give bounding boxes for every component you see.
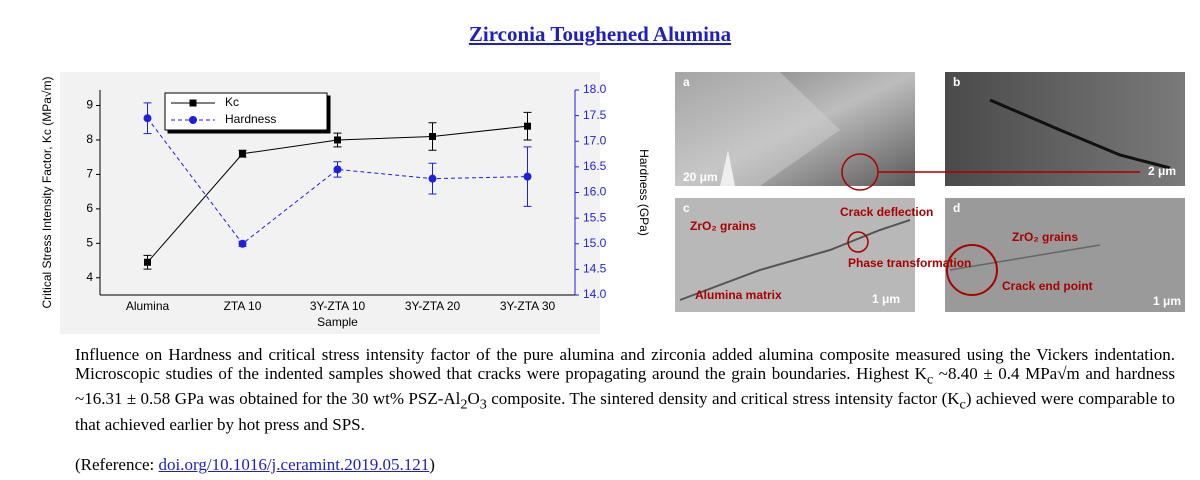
figure: a b c d 20 μm 2 μm 1 μm 1 μm ZrO₂ grains… — [40, 72, 1185, 334]
annotation: Crack deflection — [840, 205, 933, 219]
legend-label: Hardness — [225, 112, 276, 126]
text: c — [959, 396, 966, 413]
y2-tick-label: 17.0 — [583, 133, 607, 147]
panel-label: b — [953, 75, 960, 89]
scale-label: 2 μm — [1148, 164, 1176, 178]
indent — [675, 72, 840, 186]
panel-d — [945, 198, 1185, 312]
marker — [429, 133, 436, 141]
y2-tick-label: 15.0 — [583, 236, 607, 250]
panel-label: a — [683, 75, 690, 89]
y-tick-label: 6 — [86, 201, 93, 215]
marker — [333, 165, 342, 174]
link[interactable]: doi.org/10.1016/j.ceramint.2019.05.121 — [158, 455, 430, 474]
reference: (Reference: doi.org/10.1016/j.ceramint.2… — [75, 455, 435, 475]
panel-b — [945, 72, 1185, 186]
title: Zirconia Toughened Alumina — [468, 22, 732, 46]
y2-tick-label: 14.0 — [583, 287, 607, 301]
annotation: Alumina matrix — [695, 288, 782, 302]
text: c — [926, 371, 934, 388]
legend-marker — [189, 116, 197, 124]
y2-tick-label: 18.0 — [583, 82, 607, 96]
x-tick-label: 3Y-ZTA 20 — [405, 299, 461, 313]
description: Influence on Hardness and critical stres… — [75, 345, 1175, 434]
text: 3 — [479, 396, 487, 413]
y-axis-label: Critical Stress Intensity Factor, Kc (MP… — [40, 77, 54, 309]
circle — [847, 231, 869, 253]
annotation: ZrO₂ grains — [690, 219, 756, 233]
y-tick-label: 8 — [86, 132, 93, 146]
text: ) achieved were comparable to that achie… — [75, 389, 1176, 434]
marker — [238, 239, 247, 248]
marker — [523, 172, 532, 181]
y2-tick-label: 15.5 — [583, 210, 607, 224]
annotation: Crack end point — [1002, 279, 1093, 293]
marker — [428, 174, 437, 183]
y2-tick-label: 16.0 — [583, 185, 607, 199]
crack — [989, 98, 1171, 170]
y-tick-label: 9 — [86, 98, 93, 112]
crack — [949, 244, 1101, 271]
crack — [720, 150, 735, 186]
text: (Reference: — [75, 455, 159, 474]
crack — [679, 219, 911, 301]
text: composite. The sintered density and crit… — [486, 389, 960, 409]
marker — [524, 122, 531, 130]
text: O — [467, 389, 480, 409]
y2-tick-label: 17.5 — [583, 108, 607, 122]
legend-marker — [189, 99, 197, 107]
scale-label: 1 μm — [1153, 294, 1181, 308]
x-tick-label: Alumina — [126, 299, 170, 313]
x-tick-label: 3Y-ZTA 30 — [500, 299, 556, 313]
marker — [143, 114, 152, 123]
text: ~8.40 ± 0.4 MPa√m and hardness ~16.31 ± … — [75, 364, 1175, 409]
y2-tick-label: 14.5 — [583, 262, 607, 276]
y-tick-label: 4 — [86, 270, 93, 284]
legend-label: Kc — [225, 95, 239, 109]
circle — [946, 244, 998, 296]
x-tick-label: 3Y-ZTA 10 — [310, 299, 366, 313]
marker — [239, 150, 246, 158]
x-tick-label: ZTA 10 — [224, 299, 262, 313]
y2-axis-label: Hardness (GPa) — [637, 149, 651, 236]
marker — [334, 136, 341, 144]
scale-label: 1 μm — [872, 292, 900, 306]
panel-c — [675, 198, 915, 312]
scale-label: 20 μm — [683, 170, 718, 184]
panel-label: c — [683, 201, 690, 215]
micrographs: a b c d 20 μm 2 μm 1 μm 1 μm ZrO₂ grains… — [675, 72, 1185, 312]
text: Influence on Hardness and critical stres… — [75, 345, 1175, 383]
y-tick-label: 5 — [86, 235, 93, 249]
annotation: Phase transformation — [848, 256, 971, 270]
y-tick-label: 7 — [86, 167, 93, 181]
annotation: ZrO₂ grains — [1012, 230, 1078, 244]
y2-tick-label: 16.5 — [583, 159, 607, 173]
panel-label: d — [953, 201, 960, 215]
marker — [144, 258, 151, 266]
x-axis-label: Sample — [317, 315, 358, 329]
text: ) — [429, 455, 435, 474]
text: 2 — [460, 396, 468, 413]
